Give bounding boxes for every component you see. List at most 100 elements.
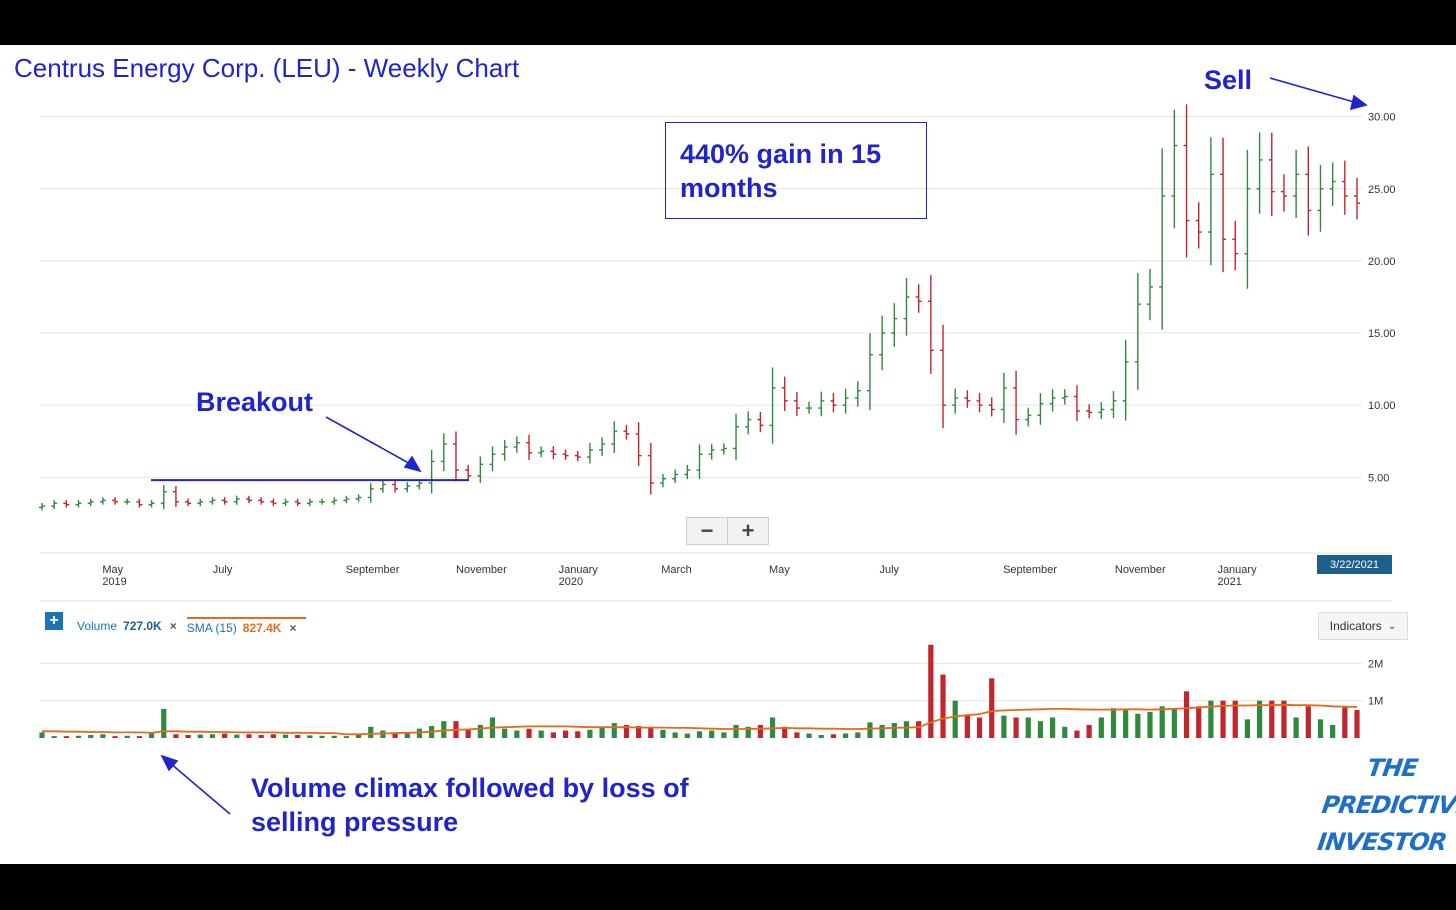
volume-bar [660,729,666,738]
volume-bar [209,734,216,738]
time-tick-label: July [879,564,899,576]
volume-bar [1123,710,1129,738]
volume-bar [75,735,82,738]
remove-volume-icon[interactable]: × [169,619,177,633]
volume-bar [538,730,544,738]
price-bar [757,411,764,433]
volume-bar [1037,721,1044,738]
volume-bar [636,726,642,738]
price-bar [659,474,666,488]
gain-annotation-box: 440% gain in 15 months [665,122,927,219]
price-bar [1037,393,1044,425]
indicators-dropdown[interactable]: Indicators ⌄ [1318,612,1408,640]
price-bar [258,497,265,505]
volume-bar [514,730,520,738]
volume-bar [392,732,398,738]
price-bar [952,388,959,414]
volume-bar [282,734,289,738]
volume-bar [39,732,45,738]
price-bar [1000,373,1007,423]
price-bar [221,497,228,505]
price-bar [1122,339,1129,421]
logo-line-3: INVESTOR [1315,828,1449,856]
price-bar [440,433,447,472]
volume-bar [757,724,763,738]
price-bar [866,333,873,410]
volume-bar [197,734,203,738]
volume-bar [526,728,532,738]
price-axis-labels: 30.00 25.00 20.00 15.00 10.00 5.00 [1368,112,1396,485]
volume-bar [112,736,118,738]
volume-axis-labels: 2M 1M [1368,658,1383,707]
price-bar [550,446,557,459]
price-bars [39,104,1360,511]
volume-bar [1232,700,1238,738]
volume-bar [1256,700,1263,738]
sma-legend-label: SMA (15) [186,621,237,635]
price-bar [891,303,898,347]
zoom-out-button[interactable]: − [687,518,728,544]
volume-bar [733,724,739,738]
price-bar [452,431,459,482]
volume-bar [976,717,983,738]
price-tick-label: 15.00 [1368,328,1396,340]
volume-bar [1244,719,1251,738]
price-bar [1134,272,1141,390]
volume-bar [502,728,508,738]
price-bar [793,391,800,417]
price-bar [538,446,545,458]
volume-bar [1110,708,1117,738]
volume-bar [1135,713,1141,738]
indicators-label: Indicators [1329,619,1382,633]
price-bar [927,275,934,374]
volume-bar [1330,724,1336,738]
price-tick-label: 10.00 [1368,400,1396,412]
price-bar [392,480,399,493]
price-bar [1073,385,1080,422]
price-bar [1354,177,1360,220]
time-tick-label: January [1217,564,1257,576]
time-tick-label: November [456,564,507,576]
sell-label: Sell [1204,65,1252,95]
price-bar [1195,202,1202,249]
volume-bar [1220,700,1226,738]
volume-bar [307,735,313,738]
volume-bar [843,733,849,738]
volume-bar [550,732,556,738]
zoom-in-button[interactable]: + [741,518,755,543]
price-bar [781,376,788,411]
volume-tick-label: 2M [1368,658,1383,670]
volume-bar [745,726,751,738]
price-bar [526,434,533,460]
volume-bar [319,735,325,738]
volume-bar [1208,700,1214,738]
volume-bar [587,729,593,738]
price-bar [148,500,155,508]
volume-bar [575,731,581,738]
price-bar [1013,370,1020,435]
price-bar [611,421,618,453]
volume-bar [709,730,715,738]
volume-bar [295,735,301,738]
time-tick-label: September [346,564,400,576]
volume-bar [891,723,897,738]
volume-bar [782,726,788,738]
price-bar [331,497,338,505]
volume-bar [1050,717,1056,738]
volume-tick-label: 1M [1368,696,1383,708]
annotation-arrows [160,77,1368,815]
volume-bar [51,736,57,738]
volume-bar [1317,719,1324,738]
remove-sma-icon[interactable]: × [289,621,297,635]
price-bar [477,456,484,483]
add-indicator-button[interactable]: + [45,612,63,630]
volume-bar [63,736,69,738]
volume-bar [1001,715,1007,738]
sell-arrowhead [1349,94,1368,111]
volume-bar [623,724,630,738]
volume-bar [404,733,410,738]
volume-bar [1062,726,1068,738]
volume-bar [185,735,191,738]
gain-annotation-text: 440% gain in 15 months [680,139,882,203]
